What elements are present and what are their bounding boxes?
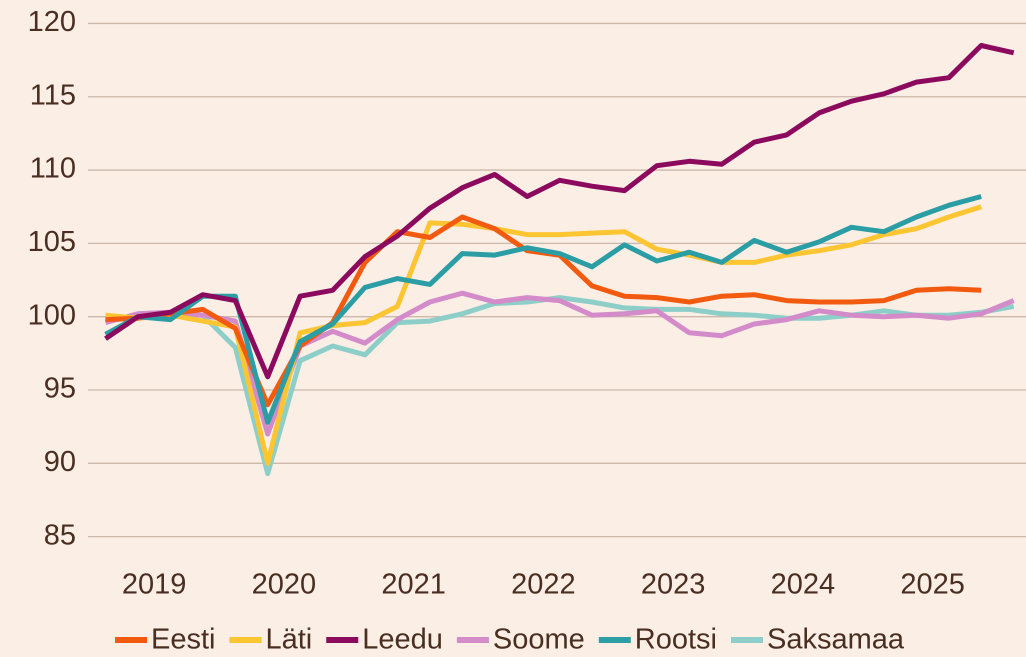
line-series — [104, 43, 1015, 380]
line-series — [105, 204, 982, 466]
y-tick-label: 100 — [28, 299, 76, 331]
x-tick-label: 2023 — [641, 569, 706, 601]
legend-label: Läti — [265, 624, 312, 656]
legend-label: Leedu — [362, 624, 443, 656]
x-tick-label: 2021 — [381, 569, 446, 601]
y-tick-label: 120 — [28, 6, 76, 38]
legend-label: Saksamaa — [767, 624, 905, 656]
line-series — [104, 290, 1015, 437]
x-tick-label: 2025 — [900, 569, 965, 601]
x-tick-label: 2019 — [122, 569, 187, 601]
legend-label: Rootsi — [635, 624, 717, 656]
x-tick-label: 2024 — [771, 569, 836, 601]
legend-label: Eesti — [151, 624, 215, 656]
x-tick-label: 2020 — [252, 569, 317, 601]
y-tick-label: 95 — [44, 373, 76, 405]
y-tick-label: 115 — [30, 79, 76, 111]
line-series — [104, 194, 982, 425]
y-tick-label: 85 — [44, 519, 76, 551]
legend-label: Soome — [493, 624, 585, 656]
y-tick-label: 90 — [44, 446, 76, 478]
y-tick-label: 110 — [30, 153, 76, 185]
x-tick-label: 2022 — [511, 569, 576, 601]
y-tick-label: 105 — [28, 226, 76, 258]
